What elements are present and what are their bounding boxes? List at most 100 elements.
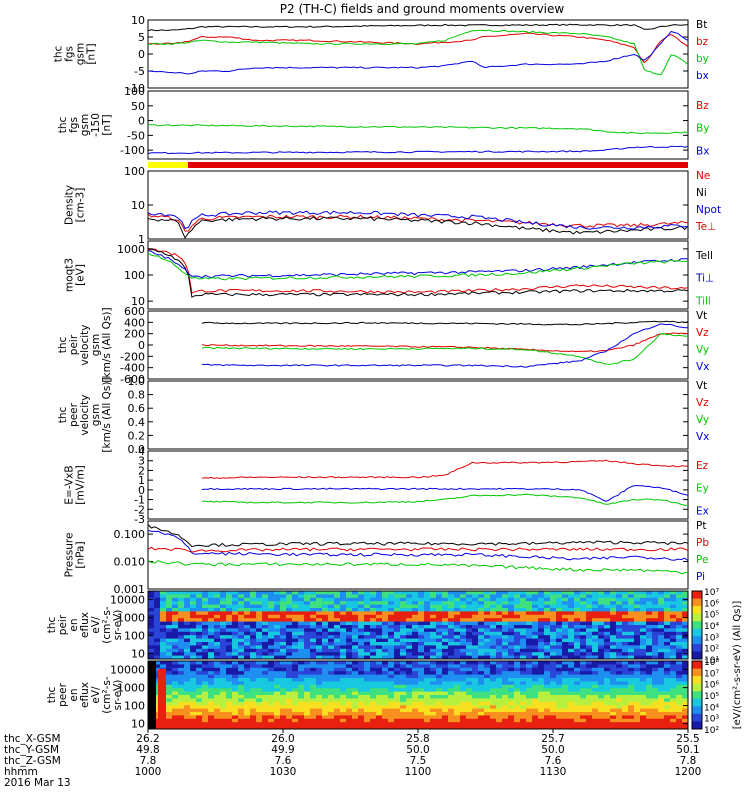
spectrogram-cell (166, 631, 173, 636)
spectrogram-cell (568, 705, 575, 710)
spectrogram-cell (298, 698, 305, 703)
spectrogram-cell (322, 705, 329, 710)
spectrogram-cell (514, 628, 521, 633)
spectrogram-cell (580, 601, 587, 606)
spectrogram-cell (406, 655, 413, 660)
spectrogram-cell (220, 648, 227, 653)
spectrogram-cell (676, 684, 683, 689)
spectrogram-cell (478, 597, 485, 602)
spectrogram-cell (514, 691, 521, 696)
spectrogram-cell (490, 705, 497, 710)
spectrogram-cell (484, 597, 491, 602)
spectrogram-cell (370, 725, 377, 730)
spectrogram-cell (154, 722, 161, 727)
spectrogram-cell (592, 715, 599, 720)
spectrogram-cell (382, 684, 389, 689)
spectrogram-cell (154, 604, 161, 609)
spectrogram-cell (532, 681, 539, 686)
spectrogram-cell (436, 708, 443, 713)
spectrogram-cell (394, 718, 401, 723)
spectrogram-cell (304, 715, 311, 720)
spectrogram-cell (646, 708, 653, 713)
spectrogram-cell (556, 691, 563, 696)
legend-Till: Till (695, 295, 711, 307)
spectrogram-cell (568, 645, 575, 650)
spectrogram-cell (460, 601, 467, 606)
spectrogram-cell (172, 655, 179, 660)
spectrogram-cell (544, 608, 551, 612)
spectrogram-cell (592, 725, 599, 730)
spectrogram-cell (622, 618, 629, 623)
spectrogram-cell (676, 608, 683, 612)
spectrogram-cell (256, 684, 263, 689)
spectrogram-cell (472, 722, 479, 727)
footer-value-x: 25.5 (676, 733, 699, 745)
spectrogram-cell (274, 652, 281, 657)
spectrogram-cell (538, 661, 545, 665)
spectrogram-cell (562, 674, 569, 679)
spectrogram-cell (184, 684, 191, 689)
spectrogram-cell (544, 678, 551, 682)
spectrogram-cell (496, 601, 503, 606)
spectrogram-cell (502, 718, 509, 723)
spectrogram-cell (208, 635, 215, 640)
spectrogram-cell (472, 661, 479, 665)
spectrogram-cell (208, 591, 215, 595)
spectrogram-cell (466, 688, 473, 693)
spectrogram-cell (184, 667, 191, 672)
spectrogram-cell (250, 611, 257, 616)
spectrogram-cell (226, 705, 233, 710)
spectrogram-cell (340, 645, 347, 650)
spectrogram-cell (370, 655, 377, 660)
spectrogram-cell (412, 691, 419, 696)
spectrogram-cell (490, 678, 497, 682)
spectrogram-cell (250, 698, 257, 703)
spectrogram-cell (406, 594, 413, 599)
spectrogram-cell (208, 661, 215, 665)
spectrogram-cell (280, 678, 287, 682)
spectrogram-cell (394, 597, 401, 602)
spectrogram-cell (346, 594, 353, 599)
spectrogram-cell (466, 705, 473, 710)
spectrogram-cell (292, 708, 299, 713)
spectrogram-cell (232, 611, 239, 616)
spectrogram-cell (622, 691, 629, 696)
spectrogram-cell (316, 591, 323, 595)
spectrogram-cell (544, 601, 551, 606)
spectrogram-cell (364, 621, 371, 626)
spectrogram-cell (454, 628, 461, 633)
spectrogram-cell (442, 718, 449, 723)
spectrogram-cell (520, 681, 527, 686)
spectrogram-cell (226, 671, 233, 676)
spectrogram-cell (574, 722, 581, 727)
spectrogram-cell (280, 667, 287, 672)
spectrogram-cell (670, 638, 677, 643)
spectrogram-cell (316, 631, 323, 636)
spectrogram-cell (154, 681, 161, 686)
spectrogram-cell (514, 648, 521, 653)
spectrogram-cell (328, 601, 335, 606)
spectrogram-cell (646, 678, 653, 682)
spectrogram-cell (346, 597, 353, 602)
spectrogram-cell (190, 684, 197, 689)
spectrogram-cell (550, 701, 557, 706)
spectrogram-cell (238, 604, 245, 609)
footer-value-z: 7.6 (545, 755, 562, 767)
spectrogram-cell (610, 712, 617, 716)
spectrogram-cell (460, 597, 467, 602)
legend-Vy: Vy (696, 414, 709, 426)
spectrogram-cell (430, 718, 437, 723)
spectrogram-cell (286, 718, 293, 723)
spectrogram-cell (652, 698, 659, 703)
spectrogram-cell (334, 678, 341, 682)
spectrogram-cell (406, 661, 413, 665)
spectrogram-cell (322, 664, 329, 669)
y-label-line: peir (68, 334, 80, 355)
spectrogram-cell (184, 722, 191, 727)
y-tick-label: 1.0 (128, 375, 146, 388)
spectrogram-cell (220, 718, 227, 723)
spectrogram-cell (292, 621, 299, 626)
spectrogram-cell (154, 642, 161, 646)
spectrogram-cell (526, 664, 533, 669)
